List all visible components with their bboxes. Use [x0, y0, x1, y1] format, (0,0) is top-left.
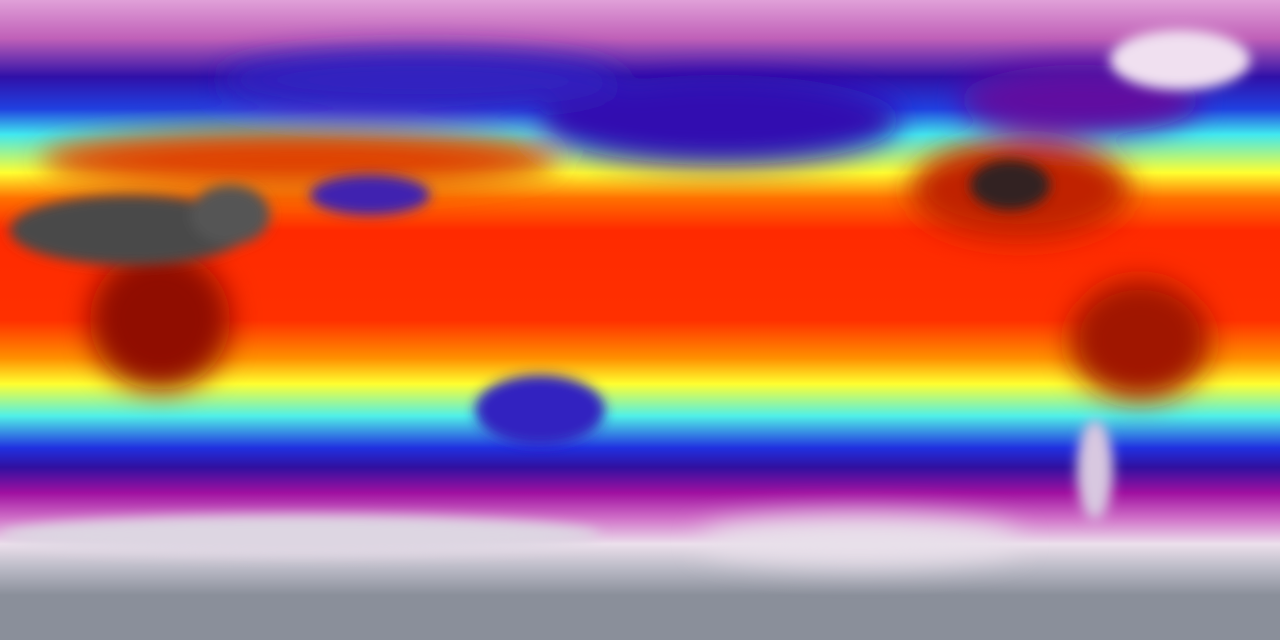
arabia-desert: [190, 185, 270, 245]
australia: [475, 375, 605, 445]
us-interior: [970, 160, 1050, 210]
tibet-plateau: [310, 175, 430, 215]
southern-pacific-white: [700, 515, 1020, 565]
south-america-hot: [1070, 280, 1210, 400]
antarctic-coast-white: [0, 515, 600, 555]
siberia-cold: [220, 50, 620, 110]
africa-hot: [90, 250, 230, 390]
patagonia: [1077, 420, 1113, 520]
north-pacific-cold: [540, 75, 900, 165]
greenland: [1110, 30, 1250, 90]
eurasia-warm: [40, 130, 560, 190]
sahara-desert: [10, 195, 250, 265]
